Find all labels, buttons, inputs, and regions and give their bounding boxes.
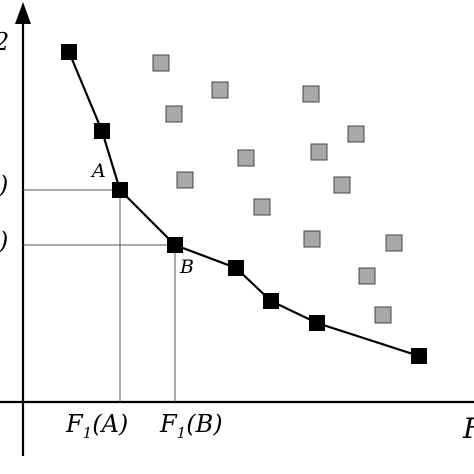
front-point-7 [309,315,325,331]
dominated-point-5 [347,125,365,143]
front-point-2 [94,123,110,139]
dominated-point-3 [302,85,320,103]
y-axis-label: 2 [0,28,9,56]
dominated-point-9 [333,176,351,194]
x-tick-label-b: F1(B) [159,410,223,442]
dominated-point-7 [310,143,328,161]
x-tick-a-sub: 1 [83,424,93,442]
pareto-front-line [67,51,420,358]
x-tick-label-a: F1(A) [65,410,128,442]
dominated-points [152,54,403,324]
point-b-label: B [179,256,194,278]
dominated-point-13 [358,267,376,285]
dominated-point-11 [303,230,321,248]
dominated-point-12 [385,234,403,252]
front-point-5 [228,260,244,276]
dominated-point-10 [253,198,271,216]
x-axis-label: F [462,412,474,445]
dominated-point-8 [176,171,194,189]
x-tick-b-suffix: (B) [186,410,222,438]
y-axis-arrowhead [15,2,31,24]
dominated-point-6 [237,149,255,167]
dominated-point-2 [211,81,229,99]
guide-lines [23,189,176,402]
dominated-point-1 [152,54,170,72]
x-tick-a-suffix: (A) [92,410,128,438]
x-tick-b-sub: 1 [177,424,187,442]
x-tick-b-prefix: F [159,410,178,438]
x-tick-a-prefix: F [65,410,84,438]
front-point-4 [167,237,183,253]
front-point-8 [411,348,427,364]
y-tick-label-a: ) [0,171,8,199]
point-a-label: A [90,160,106,182]
dominated-point-14 [374,306,392,324]
dominated-point-4 [165,105,183,123]
front-point-3 [112,182,128,198]
y-tick-label-b: ) [0,227,8,255]
front-point-1 [61,44,77,60]
front-point-6 [263,293,279,309]
pareto-front-points [61,44,427,364]
